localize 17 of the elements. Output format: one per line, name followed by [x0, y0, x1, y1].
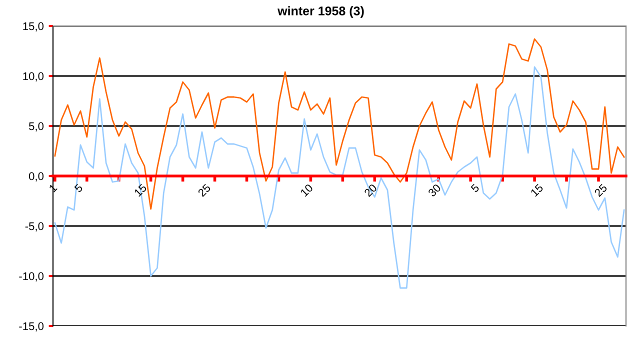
y-tick-label: 0,0: [28, 172, 44, 182]
x-tick-label: 15: [134, 184, 148, 197]
y-tick-label: 10,0: [23, 72, 44, 82]
y-tick-label: -10,0: [19, 272, 44, 282]
y-tick-label: -5,0: [25, 222, 44, 232]
x-tick-label: 10: [300, 183, 314, 197]
y-tick-label: 15,0: [23, 22, 44, 32]
x-tick-label: 5: [74, 184, 84, 193]
x-tick-label: 5: [470, 184, 480, 193]
x-tick-label: 20: [364, 183, 378, 198]
y-tick-label: 5,0: [28, 122, 44, 132]
x-tick-label: 30: [428, 183, 442, 198]
y-tick-label: -15,0: [19, 322, 44, 332]
chart-title: winter 1958 (3): [278, 6, 364, 18]
x-tick-label: 15: [530, 184, 544, 197]
x-tick-label: 25: [197, 183, 212, 198]
x-tick-label: 25: [594, 183, 608, 198]
